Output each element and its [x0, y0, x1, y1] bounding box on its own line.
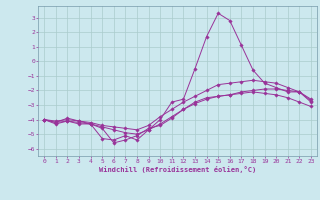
- X-axis label: Windchill (Refroidissement éolien,°C): Windchill (Refroidissement éolien,°C): [99, 166, 256, 173]
